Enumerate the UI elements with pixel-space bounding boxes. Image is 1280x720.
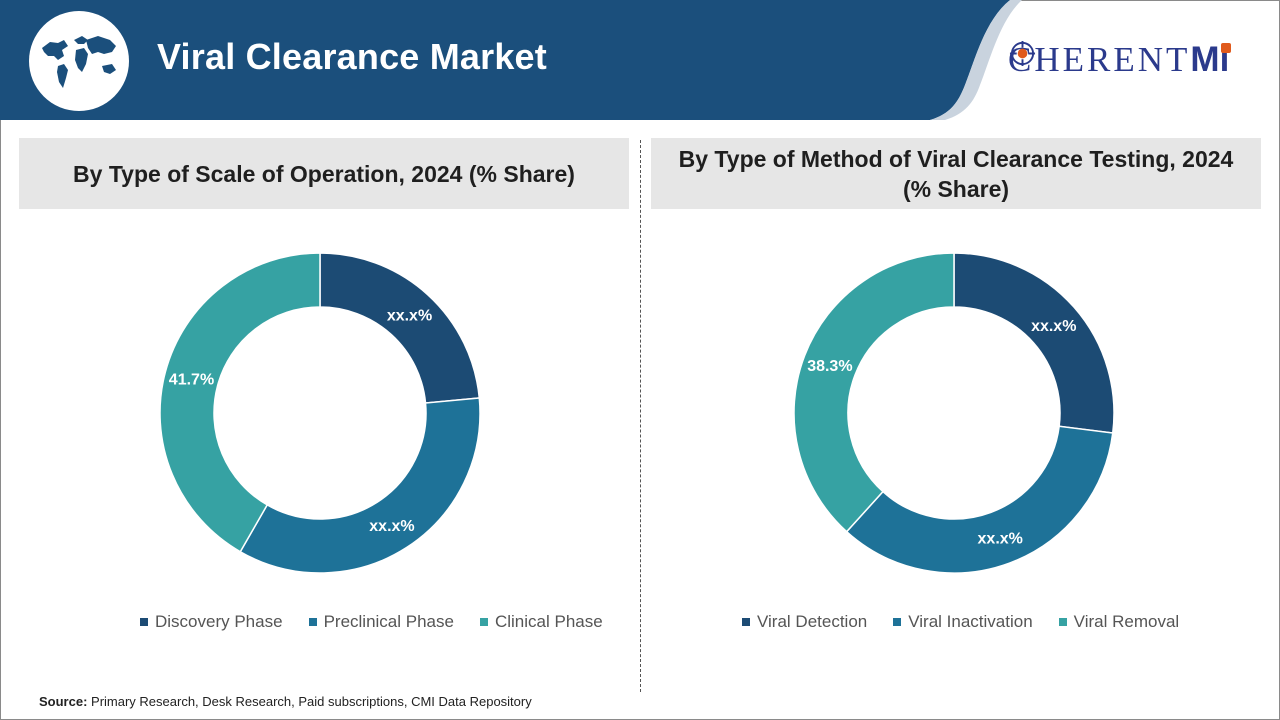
legend-item-clinical-phase: Clinical Phase bbox=[479, 612, 603, 632]
source-label: Source: bbox=[39, 694, 88, 709]
right-donut-chart: xx.x% xx.x% 38.3% bbox=[793, 252, 1115, 574]
right-legend: Viral Detection Viral Inactivation Viral… bbox=[742, 612, 1179, 632]
legend-label: Viral Removal bbox=[1073, 612, 1180, 631]
left-chart-title: By Type of Scale of Operation, 2024 (% S… bbox=[19, 138, 629, 209]
legend-label: Viral Inactivation bbox=[908, 612, 1033, 631]
data-label-preclinical-phase: xx.x% bbox=[369, 518, 414, 535]
globe-icon bbox=[28, 10, 130, 112]
legend-item-viral-inactivation: Viral Inactivation bbox=[893, 612, 1033, 632]
legend-label: Discovery Phase bbox=[155, 612, 283, 631]
data-label-viral-detection: xx.x% bbox=[1031, 318, 1076, 335]
donut-slice-viral-detection bbox=[953, 252, 1115, 434]
header-background bbox=[0, 0, 1022, 120]
legend-item-preclinical-phase: Preclinical Phase bbox=[308, 612, 454, 632]
donut-slice-viral-removal bbox=[793, 252, 955, 533]
legend-swatch bbox=[308, 618, 317, 626]
left-legend: Discovery Phase Preclinical Phase Clinic… bbox=[140, 612, 603, 632]
logo-mi: Mi bbox=[1190, 40, 1229, 79]
legend-item-viral-removal: Viral Removal bbox=[1058, 612, 1180, 632]
data-label-clinical-phase: 41.7% bbox=[169, 372, 214, 389]
header-banner: Viral Clearance Market C HERENTMi bbox=[0, 0, 1280, 120]
data-label-viral-inactivation: xx.x% bbox=[978, 531, 1023, 548]
crosshair-circle-icon bbox=[1009, 40, 1036, 67]
legend-swatch bbox=[479, 618, 488, 626]
logo-text-m: M bbox=[1190, 40, 1220, 79]
legend-swatch bbox=[140, 618, 148, 626]
panel-divider bbox=[640, 140, 641, 692]
data-label-discovery-phase: xx.x% bbox=[387, 308, 432, 325]
donut-slice-preclinical-phase bbox=[239, 397, 481, 574]
legend-item-viral-detection: Viral Detection bbox=[742, 612, 867, 632]
legend-label: Preclinical Phase bbox=[323, 612, 454, 631]
donut-slice-discovery-phase bbox=[319, 252, 481, 404]
page-title: Viral Clearance Market bbox=[157, 36, 547, 77]
right-chart-title: By Type of Method of Viral Clearance Tes… bbox=[651, 138, 1261, 209]
source-text: Primary Research, Desk Research, Paid su… bbox=[87, 694, 532, 709]
legend-swatch bbox=[893, 618, 902, 626]
logo-text-herent: HERENT bbox=[1034, 40, 1191, 79]
data-label-viral-removal: 38.3% bbox=[807, 358, 852, 375]
coherent-mi-logo: C HERENTMi bbox=[1008, 40, 1229, 80]
legend-swatch bbox=[1058, 618, 1067, 626]
source-note: Source: Primary Research, Desk Research,… bbox=[39, 694, 532, 709]
logo-text-i: i bbox=[1219, 40, 1230, 79]
donut-slice-clinical-phase bbox=[159, 252, 321, 553]
legend-item-discovery-phase: Discovery Phase bbox=[140, 612, 283, 632]
left-donut-chart: xx.x% xx.x% 41.7% bbox=[159, 252, 481, 574]
legend-label: Viral Detection bbox=[757, 612, 868, 631]
legend-label: Clinical Phase bbox=[494, 612, 603, 631]
donut-slice-viral-inactivation bbox=[845, 425, 1114, 574]
legend-swatch bbox=[742, 618, 750, 626]
